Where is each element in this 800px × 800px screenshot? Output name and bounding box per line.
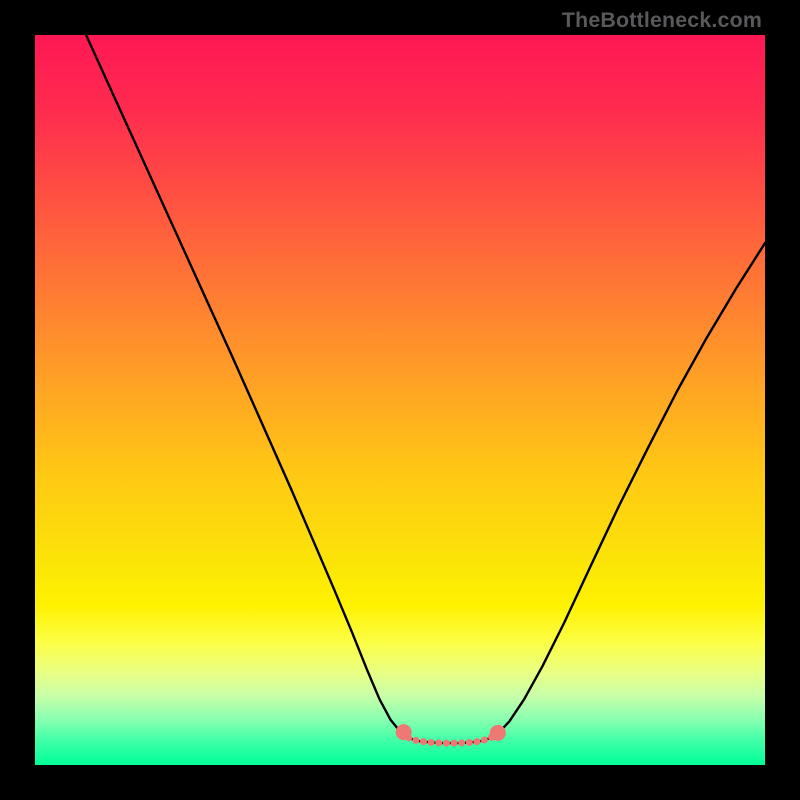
marker-dot (435, 739, 442, 746)
chart-frame: TheBottleneck.com (0, 0, 800, 800)
marker-dot (458, 739, 465, 746)
curve-layer (35, 35, 765, 765)
marker-dot (420, 738, 427, 745)
marker-dot (412, 737, 419, 744)
marker-dot (466, 739, 473, 746)
marker-dot (405, 734, 412, 741)
marker-dot (443, 740, 450, 747)
marker-dot (451, 740, 458, 747)
minimum-marker (396, 724, 506, 746)
marker-dot (428, 739, 435, 746)
marker-dot (473, 738, 480, 745)
bottleneck-curve (86, 35, 765, 743)
marker-dot (481, 737, 488, 744)
marker-dot (488, 734, 495, 741)
plot-area (35, 35, 765, 765)
watermark-text: TheBottleneck.com (562, 8, 762, 33)
